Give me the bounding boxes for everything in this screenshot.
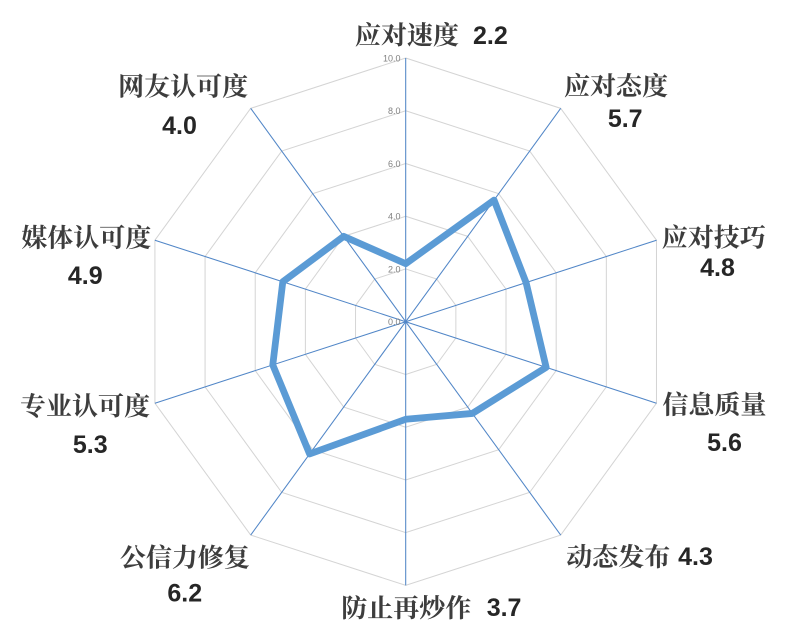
svg-text:4.3: 4.3 (678, 543, 713, 571)
svg-text:8.0: 8.0 (388, 106, 401, 116)
svg-text:4.9: 4.9 (68, 262, 103, 290)
svg-text:4.8: 4.8 (700, 254, 735, 282)
svg-text:5.7: 5.7 (608, 105, 643, 133)
svg-text:5.6: 5.6 (707, 429, 742, 457)
svg-text:4.0: 4.0 (388, 212, 401, 222)
svg-text:0.0: 0.0 (388, 317, 401, 327)
svg-text:2.0: 2.0 (388, 264, 401, 274)
svg-text:6.0: 6.0 (388, 159, 401, 169)
svg-text:2.2: 2.2 (473, 22, 508, 50)
svg-text:6.2: 6.2 (167, 580, 202, 608)
svg-text:3.7: 3.7 (487, 594, 522, 622)
svg-text:5.3: 5.3 (73, 431, 108, 459)
svg-text:4.0: 4.0 (162, 112, 197, 140)
svg-text:10.0: 10.0 (383, 53, 401, 63)
